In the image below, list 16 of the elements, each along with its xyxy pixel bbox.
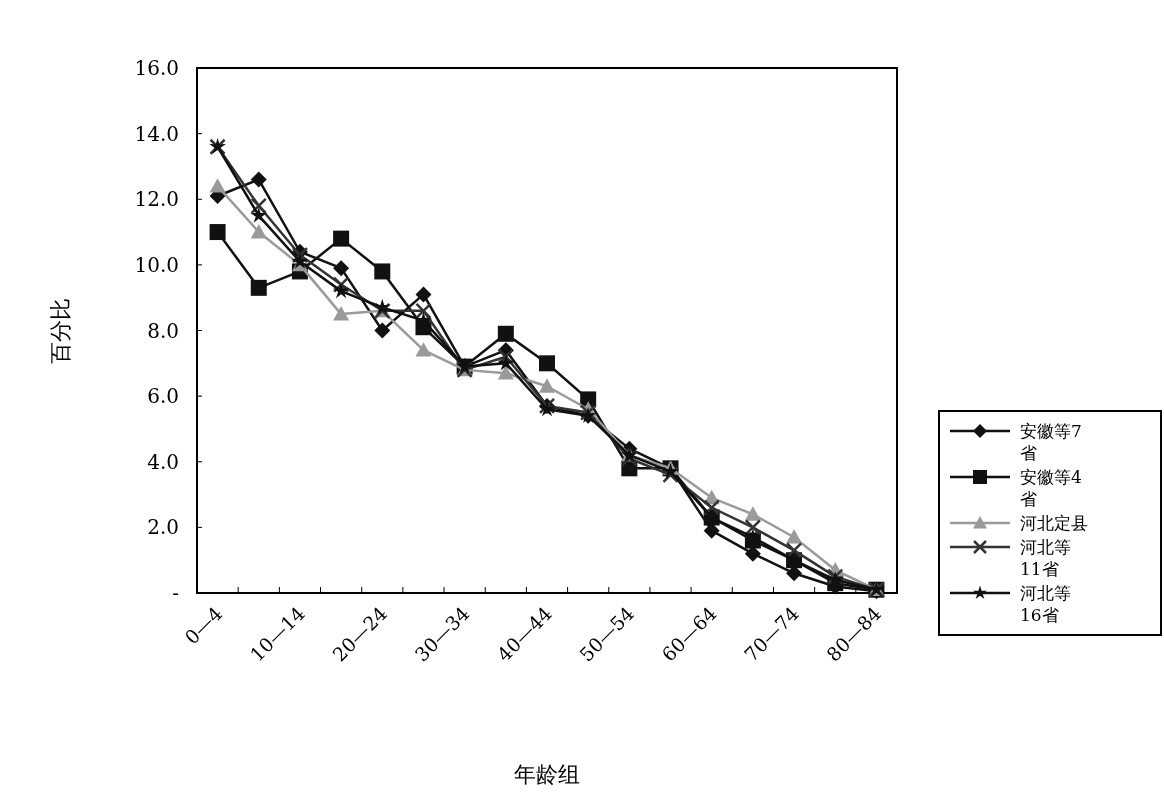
y-tick-label: - [172, 581, 179, 605]
y-tick-label: 2.0 [147, 515, 179, 540]
y-tick-label: 10.0 [134, 252, 179, 277]
legend-label: 安徽等7省 [1020, 420, 1083, 464]
legend-label: 河北等11省 [1020, 536, 1072, 580]
y-tick-label: 4.0 [147, 449, 179, 474]
x-axis-title: 年龄组 [514, 762, 580, 787]
legend-label: 河北等16省 [1020, 582, 1072, 626]
y-tick-label: 14.0 [134, 121, 179, 146]
y-tick-label: 12.0 [134, 187, 179, 212]
legend-label: 河北定县 [1020, 512, 1089, 534]
y-axis-title: 百分比 [48, 297, 73, 364]
legend-label: 安徽等4省 [1020, 466, 1083, 510]
y-tick-label: 6.0 [147, 384, 179, 409]
y-tick-label: 16.0 [134, 56, 179, 80]
y-tick-label: 8.0 [147, 318, 179, 343]
